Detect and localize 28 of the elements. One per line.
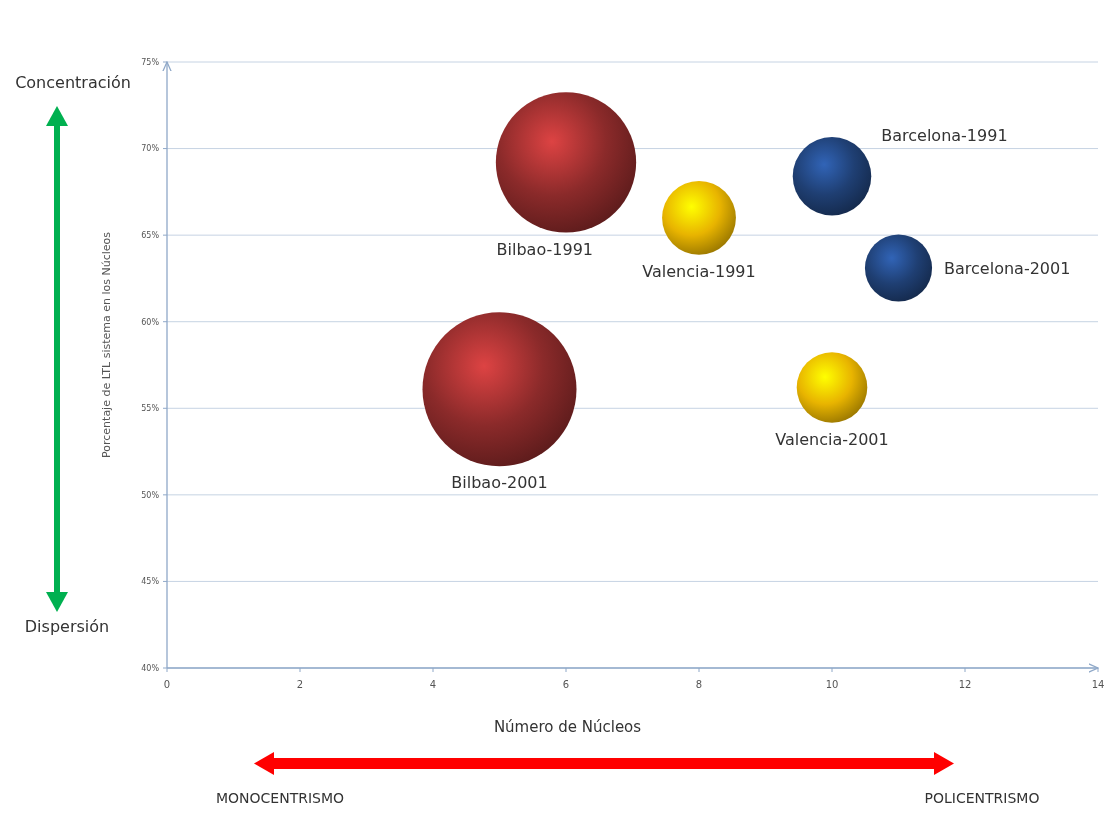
y-tick-label: 75%	[141, 57, 160, 67]
x-tick-label: 2	[296, 679, 304, 690]
y-tick-label: 65%	[141, 230, 160, 240]
y-tick-label: 40%	[141, 663, 160, 673]
x-tick-label: 10	[825, 679, 839, 690]
series-label: Bilbao-1991	[496, 239, 593, 259]
y-tick-label: 45%	[141, 577, 160, 587]
x-tick-label: 0	[163, 679, 171, 690]
y-tick-label: 50%	[141, 490, 160, 500]
text: Concentración	[15, 73, 131, 92]
x-tick-label: 6	[562, 679, 570, 690]
series-label: Valencia-2001	[775, 429, 889, 449]
series-label: Valencia-1991	[642, 261, 756, 281]
x-tick-label: 8	[695, 679, 703, 690]
y-axis-title: Porcentaje de LTL sistema en los Núcleos	[100, 231, 113, 458]
series-label: Bilbao-2001	[451, 473, 548, 493]
text: POLICENTRISMO	[924, 790, 1040, 806]
series-label: Barcelona-2001	[944, 259, 1071, 279]
y-tick-label: 55%	[141, 404, 160, 414]
x-axis-title: Número de Núcleos	[493, 718, 642, 736]
y-tick-label: 70%	[141, 144, 160, 154]
y-tick-label: 60%	[141, 317, 160, 327]
x-tick-label: 4	[429, 679, 437, 690]
text: MONOCENTRISMO	[215, 790, 345, 806]
x-tick-label: 14	[1091, 679, 1105, 690]
x-tick-label: 12	[958, 679, 972, 690]
text: Dispersión	[24, 617, 110, 636]
series-label: Barcelona-1991	[881, 126, 1008, 146]
